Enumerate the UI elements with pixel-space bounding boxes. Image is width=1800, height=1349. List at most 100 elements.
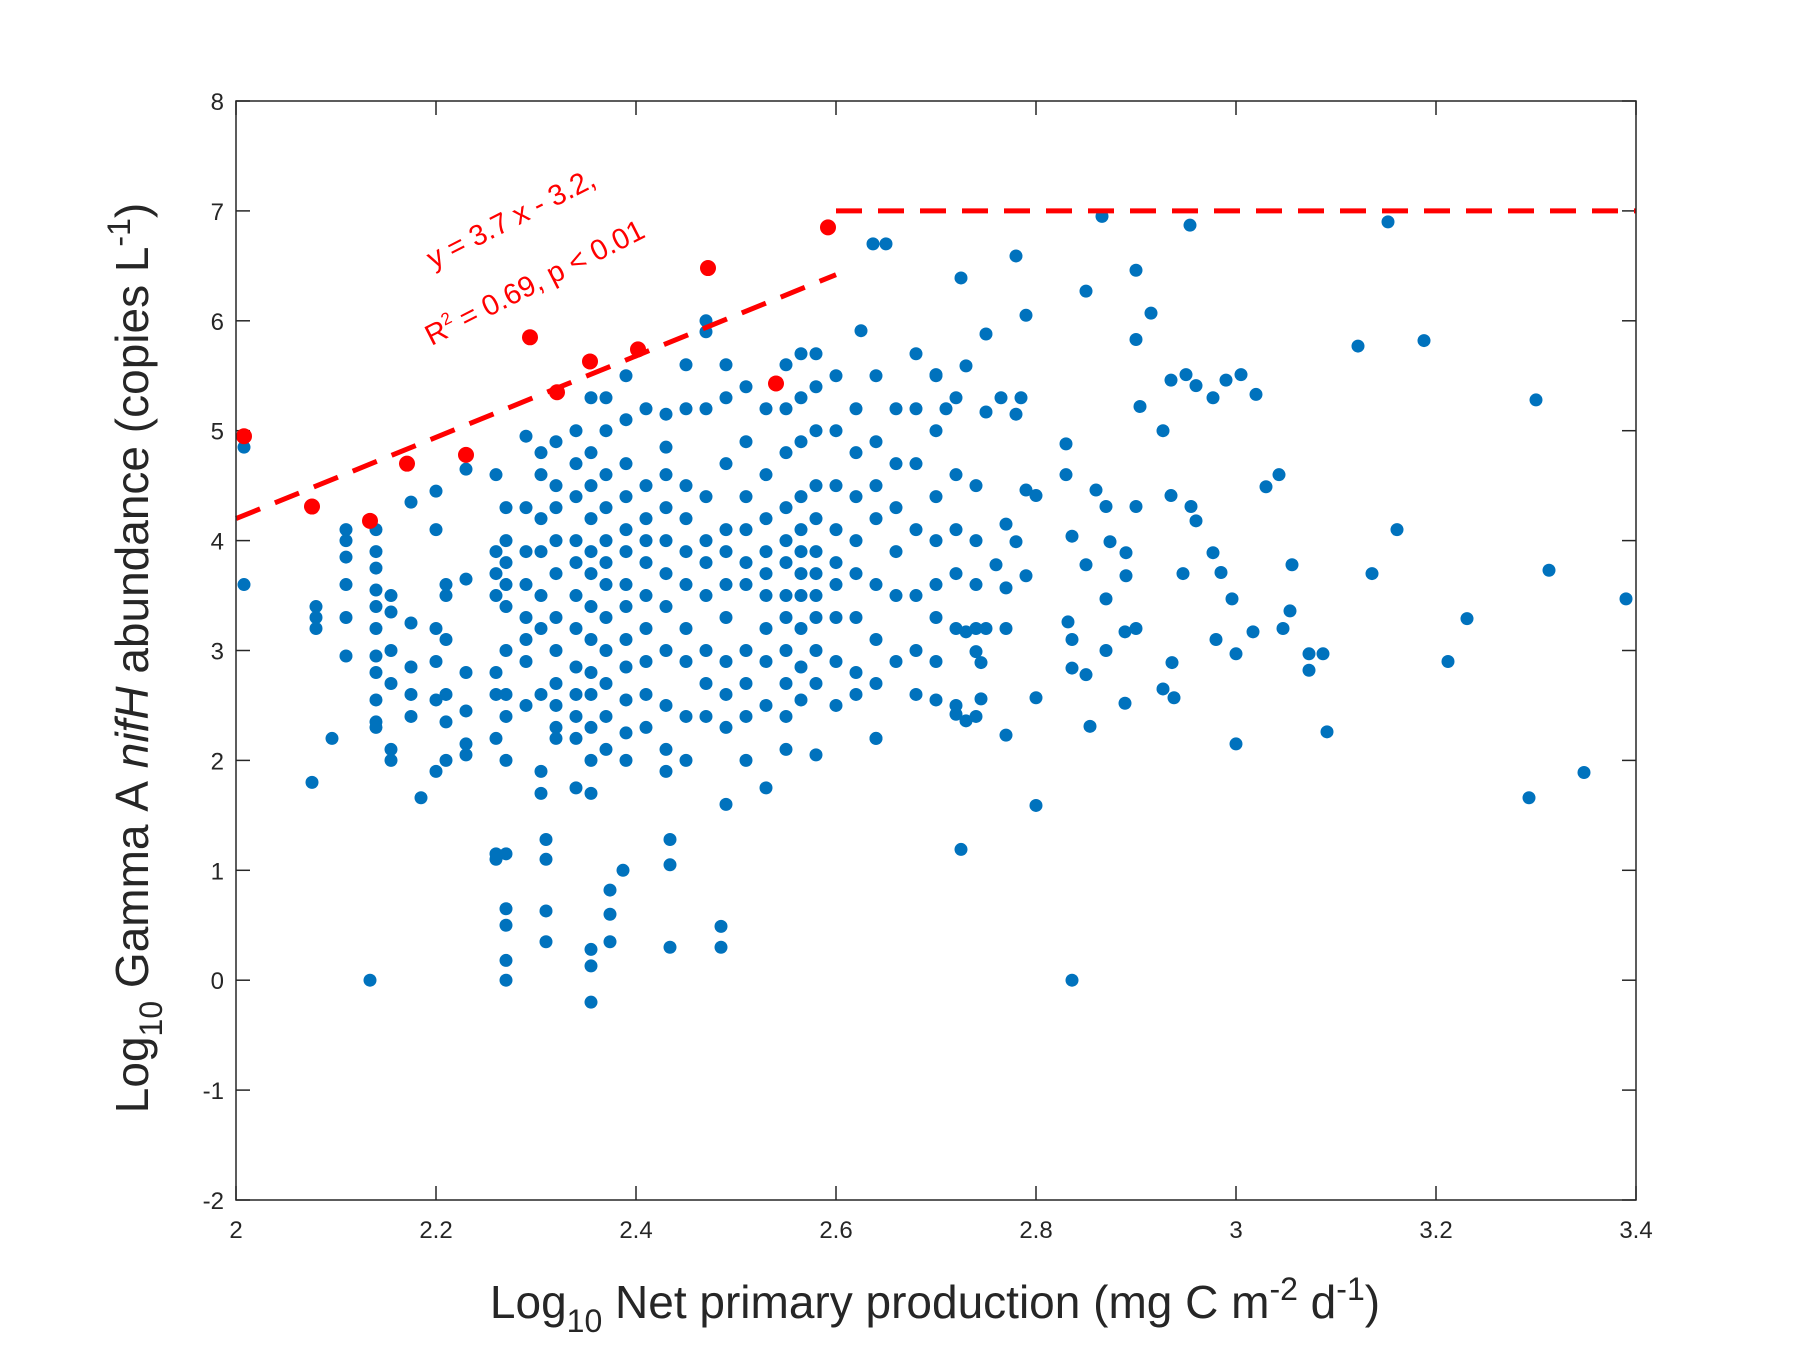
observation-point	[369, 622, 383, 636]
observation-point	[619, 693, 633, 707]
observation-point	[794, 523, 808, 537]
observation-point	[489, 687, 503, 701]
observation-point	[569, 556, 583, 570]
observation-point	[849, 490, 863, 504]
observation-point	[339, 550, 353, 564]
observation-point	[854, 324, 868, 338]
observation-point	[1065, 973, 1079, 987]
observation-point	[663, 833, 677, 847]
label-part: Gamma A	[106, 768, 158, 1001]
observation-point	[384, 742, 398, 756]
observation-point	[949, 567, 963, 581]
observation-point	[739, 644, 753, 657]
label-part: Net primary production (mg C m	[602, 1276, 1269, 1328]
observation-point	[459, 748, 473, 762]
observation-point	[1156, 682, 1170, 696]
observation-point	[849, 567, 863, 581]
observation-point	[619, 578, 633, 592]
observation-point	[549, 731, 563, 745]
observation-point	[659, 644, 673, 657]
observation-point	[759, 654, 773, 668]
observation-point	[979, 622, 993, 636]
observation-point	[739, 578, 753, 592]
observation-point	[849, 534, 863, 548]
observation-point	[384, 644, 398, 657]
observation-point	[659, 742, 673, 756]
observation-point	[1184, 500, 1198, 514]
observation-point	[489, 545, 503, 559]
observation-point	[1059, 468, 1073, 482]
data-points	[236, 209, 1633, 1009]
observation-point	[829, 479, 843, 493]
observation-point	[619, 600, 633, 614]
observation-point	[499, 973, 513, 987]
observation-point	[489, 852, 503, 866]
observation-point	[739, 709, 753, 723]
observation-point	[739, 380, 753, 394]
x-tick-label: 2.2	[419, 1217, 452, 1244]
observation-point	[499, 918, 513, 932]
y-tick-label: -1	[203, 1078, 224, 1105]
observation-point	[599, 391, 613, 405]
observation-point	[534, 622, 548, 636]
observation-point	[1156, 424, 1170, 438]
observation-point	[569, 622, 583, 636]
fit-lines	[235, 208, 1636, 521]
observation-point	[1283, 604, 1297, 618]
observation-point	[809, 611, 823, 625]
upper-bound-point	[582, 353, 598, 370]
observation-point	[1129, 500, 1143, 514]
observation-point	[459, 572, 473, 586]
observation-point	[639, 556, 653, 570]
observation-point	[599, 676, 613, 690]
x-tick-label: 2.8	[1019, 1217, 1052, 1244]
observation-point	[459, 462, 473, 476]
x-tick-label: 2.4	[619, 1217, 652, 1244]
observation-point	[809, 380, 823, 394]
observation-point	[719, 391, 733, 405]
observation-point	[616, 863, 630, 877]
observation-point	[534, 468, 548, 482]
observation-point	[489, 589, 503, 603]
observation-point	[369, 600, 383, 614]
y-tick-label: 3	[211, 639, 224, 666]
observation-point	[969, 578, 983, 592]
observation-point	[1351, 339, 1365, 353]
observation-point	[1118, 696, 1132, 710]
observation-point	[959, 625, 973, 639]
observation-point	[569, 589, 583, 603]
observation-point	[969, 534, 983, 548]
observation-point	[599, 556, 613, 570]
observation-point	[809, 567, 823, 581]
observation-point	[539, 852, 553, 866]
observation-point	[1099, 500, 1113, 514]
observation-point	[599, 709, 613, 723]
observation-point	[549, 534, 563, 548]
observation-point	[1529, 393, 1543, 407]
observation-point	[929, 693, 943, 707]
observation-point	[699, 556, 713, 570]
observation-point	[549, 479, 563, 493]
observation-point	[779, 501, 793, 515]
upper-bound-point	[304, 498, 320, 515]
observation-point	[619, 523, 633, 537]
observation-point	[339, 611, 353, 625]
observation-point	[639, 479, 653, 493]
x-axis-label: Log10 Net primary production (mg C m-2 d…	[490, 1271, 1380, 1339]
observation-point	[639, 589, 653, 603]
observation-point	[325, 731, 339, 745]
observation-point	[1179, 368, 1193, 382]
observation-point	[489, 468, 503, 482]
observation-point	[794, 435, 808, 449]
observation-point	[639, 622, 653, 636]
axes-frame	[235, 100, 1637, 1201]
observation-point	[1206, 391, 1220, 405]
label-part: )	[1365, 1276, 1380, 1328]
observation-point	[659, 600, 673, 614]
observation-point	[959, 359, 973, 373]
observation-point	[519, 501, 533, 515]
observation-point	[499, 709, 513, 723]
observation-point	[439, 687, 453, 701]
observation-point	[1189, 514, 1203, 528]
observation-point	[1079, 558, 1093, 572]
